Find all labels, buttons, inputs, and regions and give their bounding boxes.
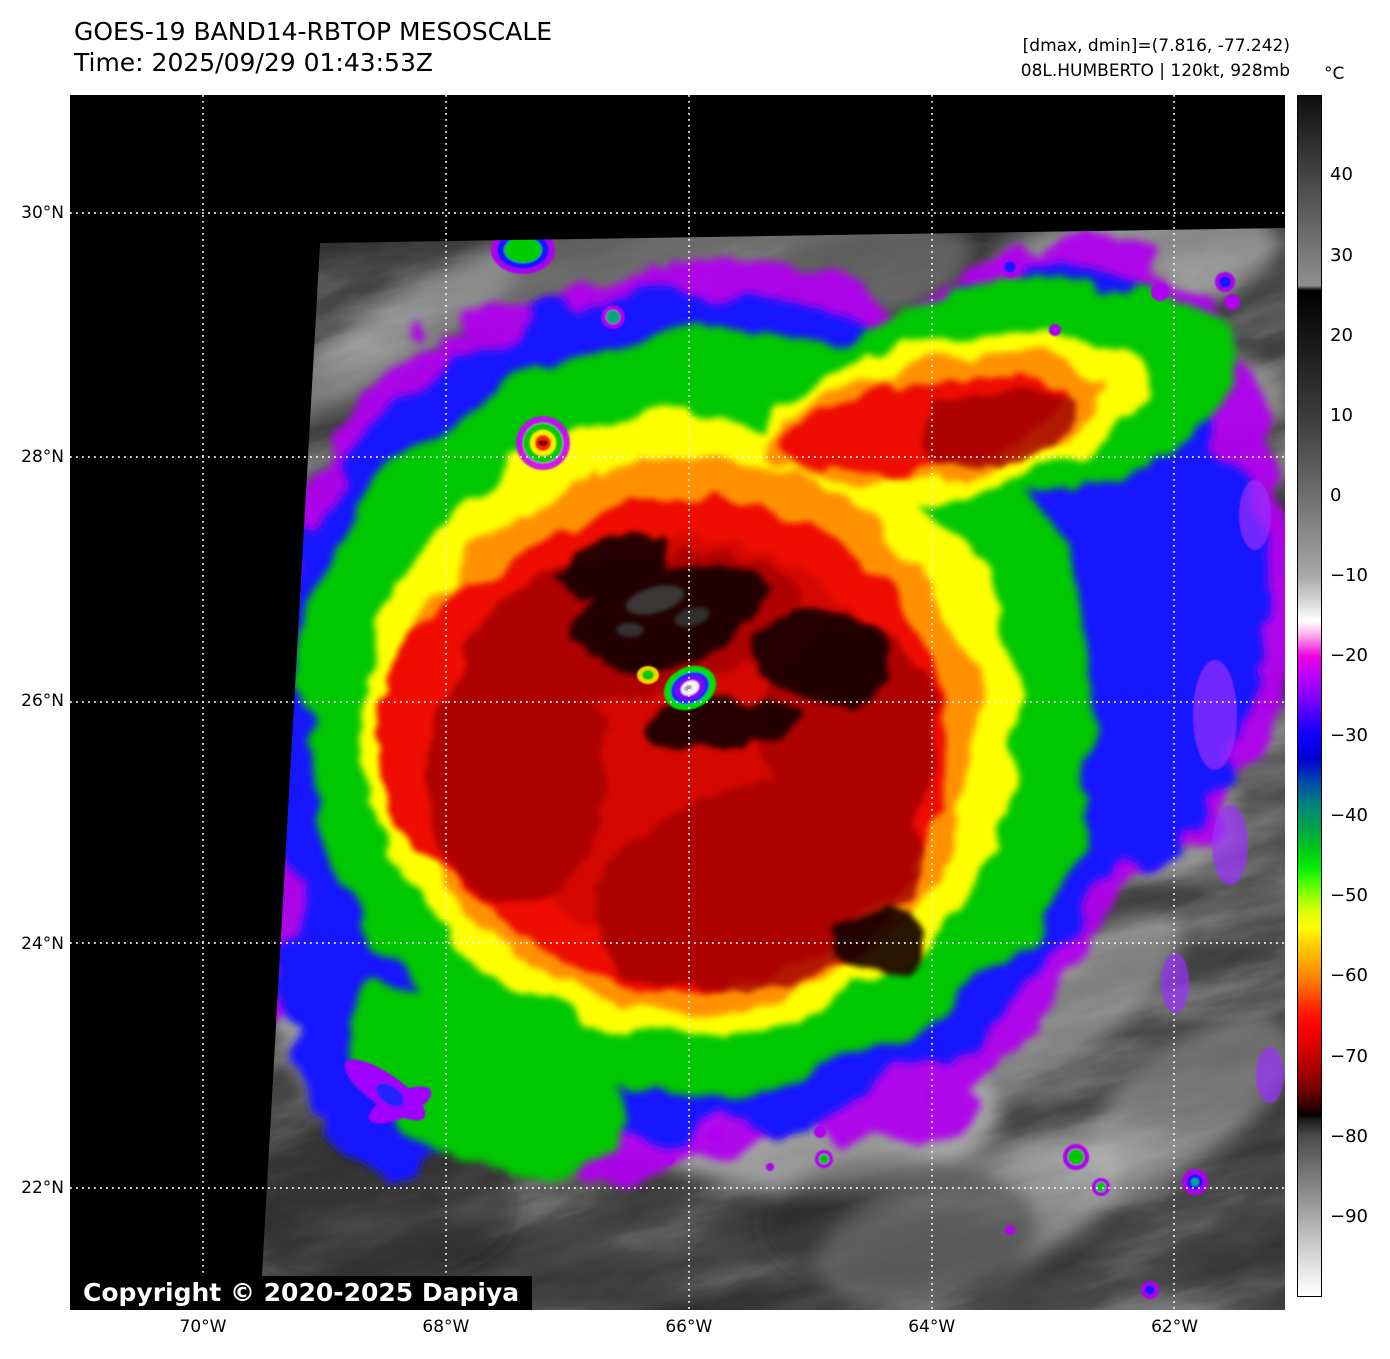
lat-label-30°N: 30°N xyxy=(21,203,64,223)
lon-label-66°W: 66°W xyxy=(665,1317,713,1337)
colorbar-tick-−40: −40 xyxy=(1330,805,1368,827)
colorbar-tick-10: 10 xyxy=(1330,404,1353,426)
overshooting-tops-black xyxy=(562,531,925,968)
colorbar-tick-20: 20 xyxy=(1330,324,1353,346)
colorbar-unit-label: °C xyxy=(1324,64,1345,84)
coldest-tops-gray-specks xyxy=(616,585,710,637)
lat-label-26°N: 26°N xyxy=(21,690,64,711)
colorbar-tick-−10: −10 xyxy=(1330,564,1368,586)
header-right-block: [dmax, dmin]=(7.816, -77.242) 08L.HUMBER… xyxy=(1021,34,1290,84)
colorbar-tick-−50: −50 xyxy=(1330,885,1368,907)
lat-label-28°N: 28°N xyxy=(21,446,64,467)
satellite-map-canvas xyxy=(70,95,1285,1310)
colorbar-tick-−80: −80 xyxy=(1330,1125,1368,1147)
dmax-dmin-label: [dmax, dmin]=(7.816, -77.242) xyxy=(1022,36,1290,56)
temperature-colorbar xyxy=(1297,95,1322,1297)
lat-label-22°N: 22°N xyxy=(21,1178,64,1198)
colorbar-tick-−70: −70 xyxy=(1330,1045,1368,1067)
lon-label-64°W: 64°W xyxy=(908,1317,956,1337)
peripheral-cells xyxy=(344,228,1284,1299)
lon-label-68°W: 68°W xyxy=(422,1317,470,1337)
colorbar-tick-40: 40 xyxy=(1330,164,1353,186)
timestamp: Time: 2025/09/29 01:43:53Z xyxy=(74,48,433,77)
colorbar-tick-−60: −60 xyxy=(1330,965,1368,987)
page-title: GOES-19 BAND14-RBTOP MESOSCALE xyxy=(74,17,553,46)
colorbar-tick-0: 0 xyxy=(1330,484,1342,506)
colorbar-tick-−30: −30 xyxy=(1330,725,1368,747)
copyright-watermark: Copyright © 2020-2025 Dapiya xyxy=(70,1276,533,1310)
colorbar-tick-30: 30 xyxy=(1330,244,1353,266)
lon-label-62°W: 62°W xyxy=(1151,1317,1199,1337)
storm-info-label: 08L.HUMBERTO | 120kt, 928mb xyxy=(1020,61,1290,81)
colorbar-tick-−90: −90 xyxy=(1330,1205,1368,1227)
hurricane-eye xyxy=(637,665,717,711)
lon-label-70°W: 70°W xyxy=(179,1317,227,1337)
colorbar-tick-−20: −20 xyxy=(1330,645,1368,666)
graticule-gridlines xyxy=(70,95,1285,1310)
lat-label-24°N: 24°N xyxy=(21,934,64,955)
title-block: GOES-19 BAND14-RBTOP MESOSCALE Time: 202… xyxy=(74,16,552,78)
